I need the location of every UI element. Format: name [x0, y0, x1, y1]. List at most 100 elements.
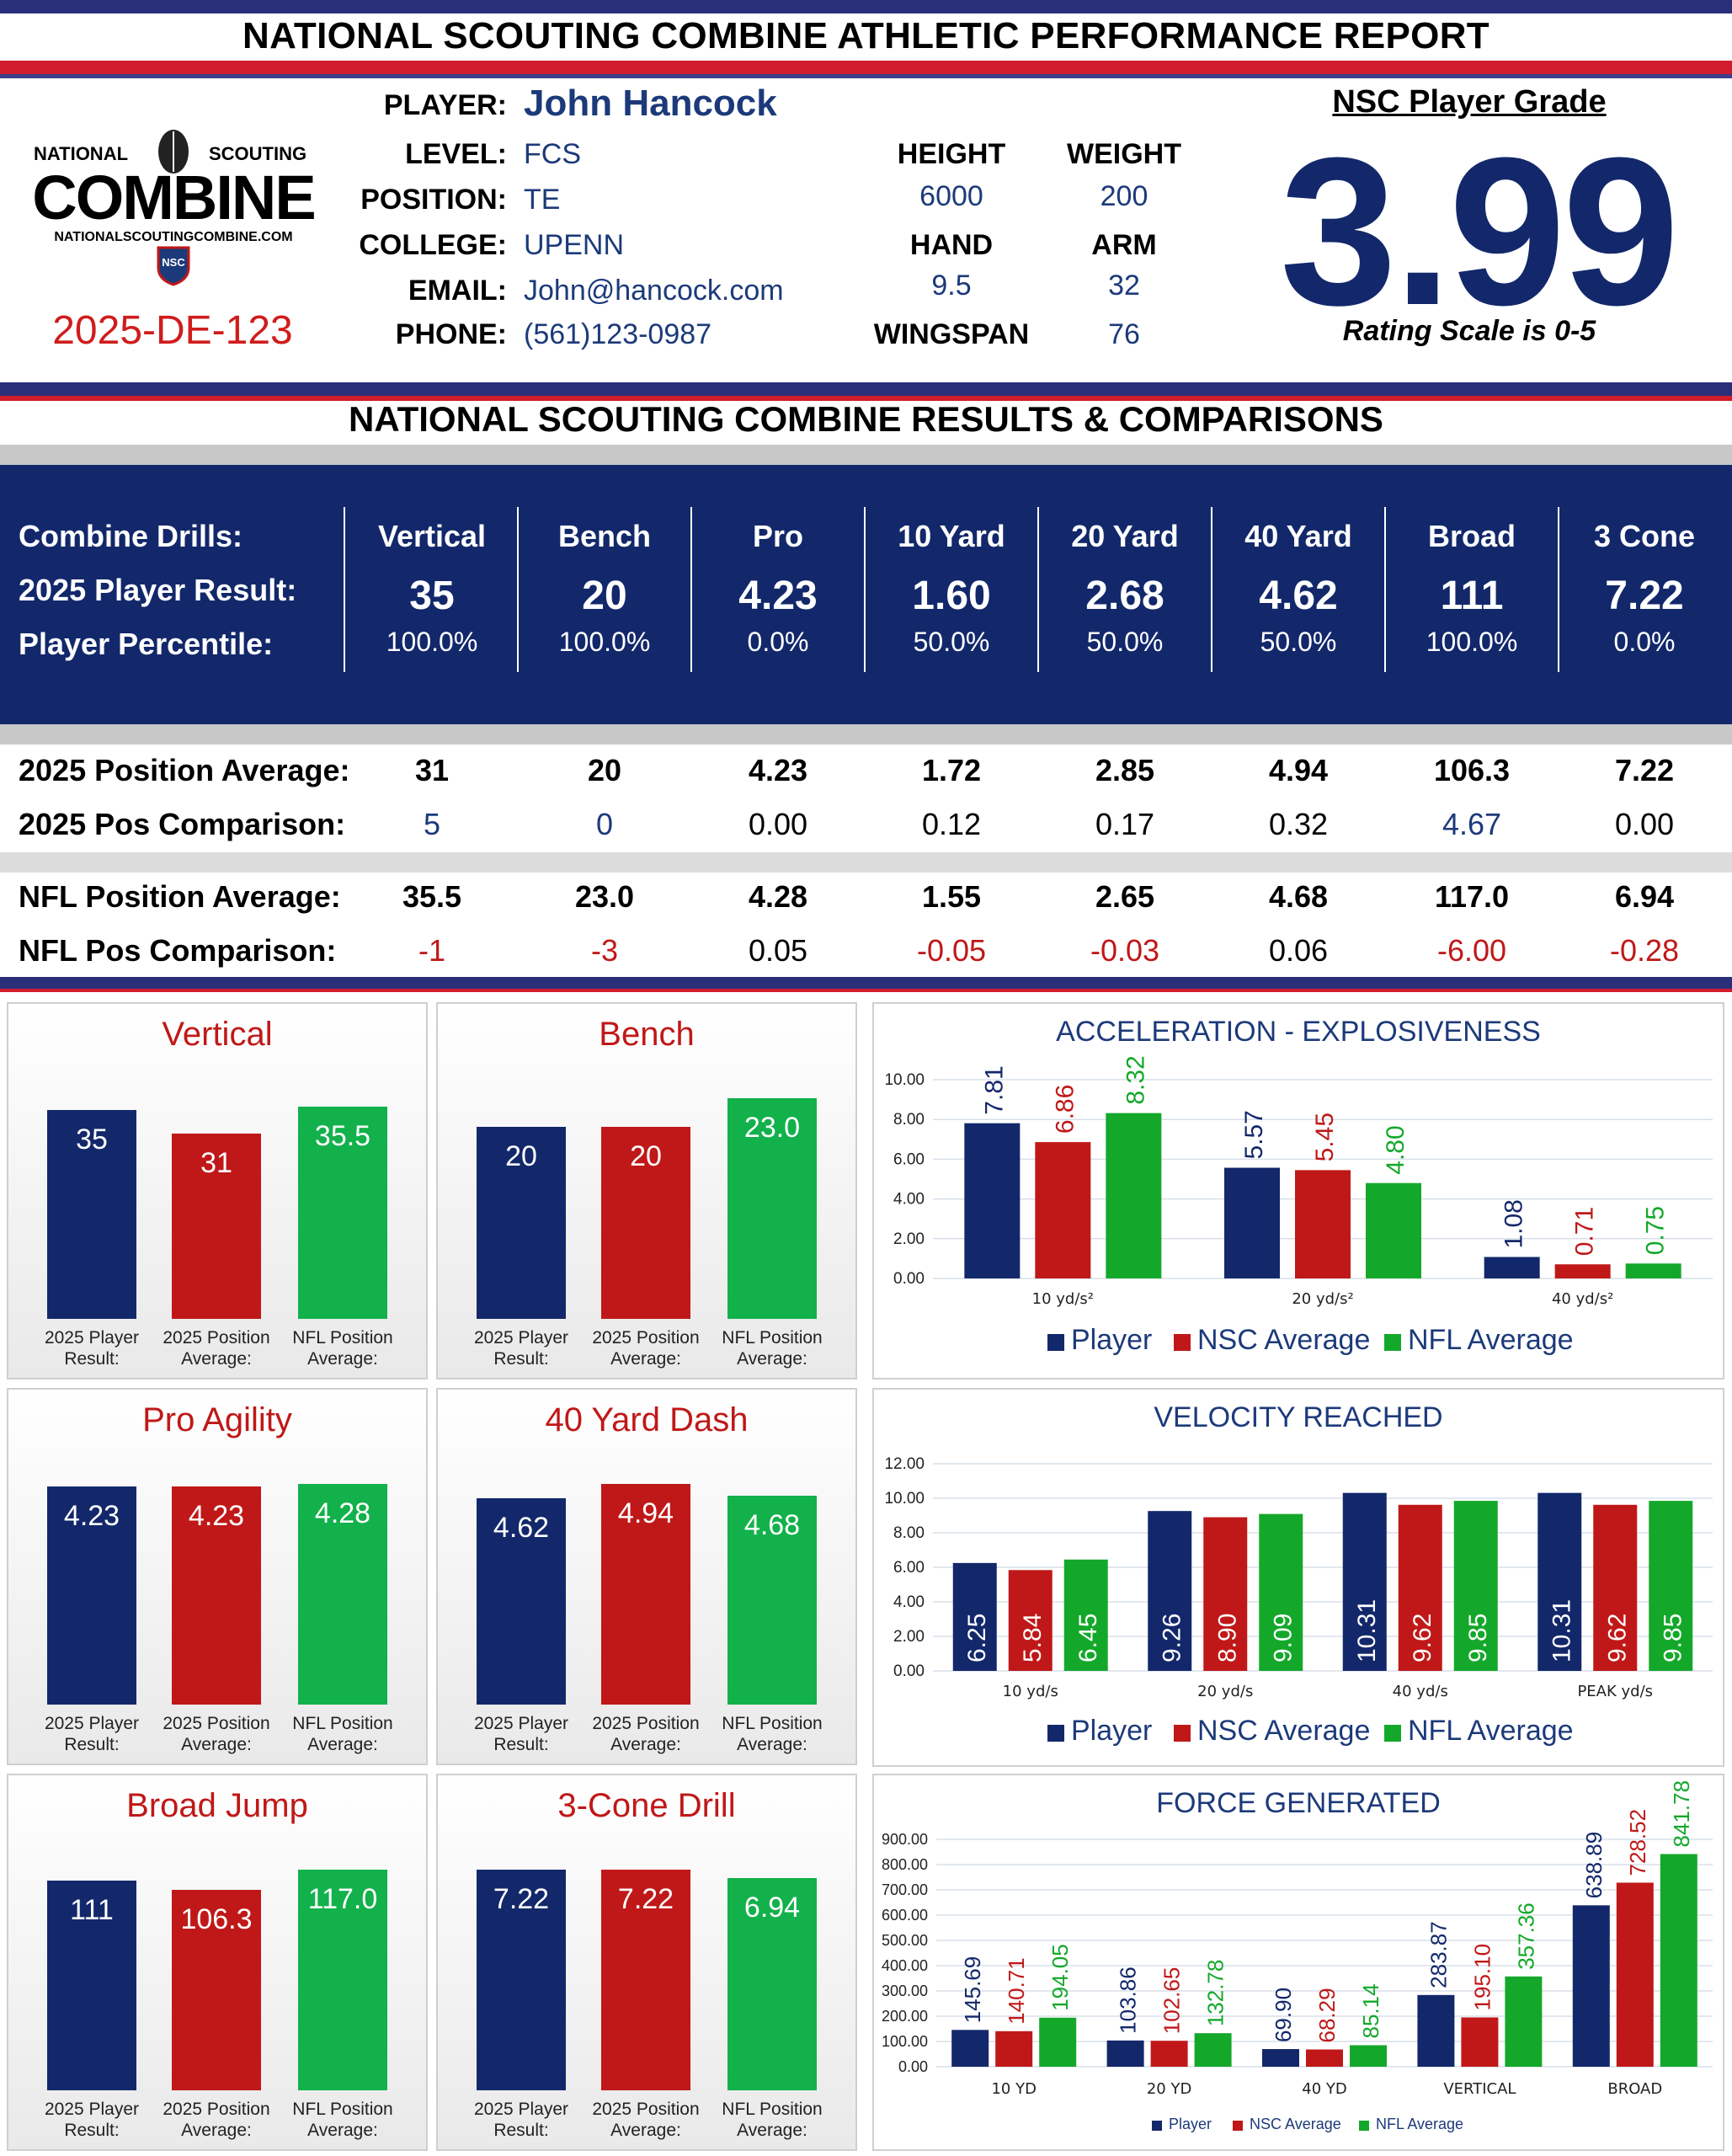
comparison-value: 23.0: [574, 879, 635, 914]
drill-percentile: 50.0%: [1260, 627, 1337, 657]
chart-bar: [1063, 1559, 1108, 1671]
comparison-value: -3: [590, 933, 618, 968]
legend-label: NFL Average: [1408, 1715, 1574, 1747]
comparison-value: 5: [423, 807, 441, 841]
height-label: HEIGHT: [897, 138, 1006, 170]
y-tick-label: 10.00: [884, 1071, 925, 1089]
drill-name: Vertical: [377, 519, 487, 553]
results-column-divider: [1558, 507, 1559, 672]
red-stripe: [0, 61, 1732, 74]
drill-chart-bar-label: 4.28: [314, 1497, 371, 1529]
chart-bar: [1398, 1504, 1442, 1671]
y-tick-label: 800.00: [882, 1856, 928, 1873]
chart-bar: [964, 1123, 1021, 1278]
drill-chart-bar: [477, 1127, 566, 1319]
drill-chart-category: 2025 Player Result:: [473, 1714, 569, 1754]
chart-bar: [952, 1562, 997, 1671]
drill-chart-bar: [47, 1881, 136, 2090]
chart-bar-label: 140.71: [1004, 1957, 1029, 2025]
chart-bar-label: 0.71: [1571, 1207, 1599, 1256]
chart-bar-label: 85.14: [1358, 1983, 1383, 2038]
chart-bar: [1625, 1263, 1681, 1278]
grade-title: NSC Player Grade: [1332, 84, 1607, 120]
chart-bar-label: 1.08: [1500, 1199, 1528, 1248]
player-id: 2025-DE-123: [52, 308, 293, 353]
chart-bar: [1008, 1570, 1053, 1671]
drill-result: 7.22: [1605, 574, 1684, 618]
chart-bar: [1224, 1167, 1280, 1278]
legend-label: NSC Average: [1250, 2116, 1341, 2132]
results-column-divider: [864, 507, 866, 672]
drill-percentile: 100.0%: [1426, 627, 1518, 657]
section-red-stripe: [0, 396, 1732, 401]
report-title: NATIONAL SCOUTING COMBINE ATHLETIC PERFO…: [242, 15, 1490, 56]
drill-chart-bar-label: 20: [505, 1140, 537, 1173]
comparison-value: 0.06: [1268, 933, 1329, 968]
drill-column: Pro 4.23 0.0%: [694, 507, 862, 658]
chart-bar: [1537, 1492, 1582, 1671]
chart-bar-label: 132.78: [1203, 1960, 1228, 2027]
x-category-label: 40 yd/s: [1393, 1683, 1448, 1700]
chart-bar-label: 5.84: [1019, 1614, 1047, 1662]
legend-label: NSC Average: [1197, 1324, 1370, 1356]
comparison-value: 0.00: [1614, 807, 1675, 841]
drill-chart-title: Vertical: [162, 1016, 273, 1053]
drill-chart-category: 2025 Position Average:: [163, 1328, 270, 1369]
comparison-value: 0.00: [748, 807, 808, 841]
drill-chart-category: 2025 Position Average:: [592, 2100, 700, 2140]
drill-column: Bench 20 100.0%: [520, 507, 689, 658]
drill-chart-bar: [298, 1107, 387, 1319]
drill-chart-category: NFL Position Average:: [722, 2100, 823, 2140]
email-value[interactable]: John@hancock.com: [524, 275, 784, 307]
comparison-value: 4.67: [1442, 807, 1502, 841]
drill-percentile: 0.0%: [747, 627, 809, 657]
position-label: POSITION:: [360, 184, 507, 216]
x-category-label: 40 yd/s²: [1552, 1290, 1613, 1308]
drill-column: 20 Yard 2.68 50.0%: [1041, 507, 1209, 658]
chart-bar-label: 4.80: [1382, 1125, 1410, 1174]
drill-chart-bar-label: 20: [630, 1140, 662, 1173]
chart-bar-label: 102.65: [1159, 1967, 1185, 2035]
comparison-row-label: NFL Position Average:: [19, 879, 341, 914]
drill-percentile: 0.0%: [1613, 627, 1676, 657]
legend-swatch: [1233, 2121, 1243, 2131]
chart-bar: [1461, 2017, 1499, 2067]
drill-chart-category: 2025 Position Average:: [592, 1714, 700, 1754]
legend-swatch: [1384, 1334, 1401, 1351]
chart-bar-label: 7.81: [980, 1065, 1008, 1114]
drill-chart-bar: [477, 1497, 566, 1705]
logo-badge-text: NSC: [162, 256, 185, 269]
chart-bar-label: 6.25: [963, 1614, 991, 1662]
results-column-divider: [690, 507, 692, 672]
velocity-chart-panel: VELOCITY REACHED 0.00 2.00 4.00 6.00 8.00 10.0…: [872, 1388, 1724, 1767]
chart-bar: [1453, 1501, 1498, 1671]
chart-bar-label: 6.86: [1051, 1085, 1079, 1134]
x-category-label: 40 YD: [1302, 2080, 1346, 2098]
bottom-red-stripe: [0, 989, 1732, 992]
drill-chart-panel: Pro Agility 4.23 2025 Player Result: 4.23 20…: [7, 1388, 428, 1765]
chart-bar: [1342, 1492, 1387, 1671]
chart-bar-label: 9.62: [1603, 1614, 1631, 1662]
y-tick-label: 4.00: [893, 1593, 925, 1611]
drill-chart-bar: [298, 1870, 387, 2090]
chart-bar: [1306, 2049, 1343, 2067]
comparison-value: -1: [418, 933, 445, 968]
drill-name: 3 Cone: [1593, 519, 1696, 553]
drill-column: 10 Yard 1.60 50.0%: [867, 507, 1036, 658]
acceleration-chart-panel: ACCELERATION - EXPLOSIVENESS 0.00 2.00 4.00…: [872, 1002, 1724, 1380]
legend-label: Player: [1169, 2116, 1212, 2132]
chart-bar-label: 195.10: [1469, 1944, 1495, 2011]
comparison-value: 31: [414, 753, 450, 787]
drill-chart-panel: 40 Yard Dash 4.62 2025 Player Result: 4.94 2…: [436, 1388, 857, 1765]
nsc-logo: NATIONAL SCOUTING COMBINE NATIONALSCOUTI…: [30, 126, 317, 286]
x-category-label: VERTICAL: [1443, 2080, 1516, 2098]
row-label-drills: Combine Drills:: [19, 519, 243, 553]
drill-chart-category: 2025 Player Result:: [44, 1328, 140, 1369]
comparison-row-label: 2025 Position Average:: [19, 753, 350, 787]
drill-chart-title: Bench: [599, 1016, 695, 1053]
results-column-divider: [344, 507, 345, 672]
chart-bar: [1150, 2041, 1188, 2067]
y-tick-label: 900.00: [882, 1831, 928, 1848]
comparison-value: -0.03: [1090, 933, 1160, 968]
y-tick-label: 0.00: [893, 1270, 925, 1288]
